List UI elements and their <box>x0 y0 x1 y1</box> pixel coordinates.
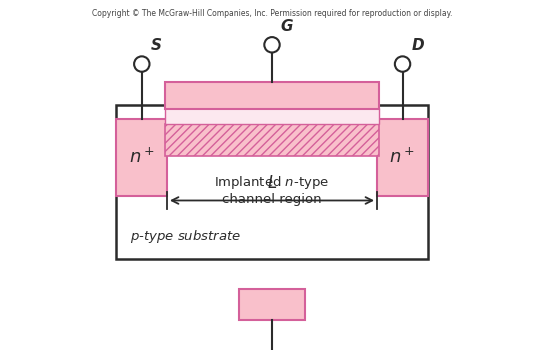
Text: $p$-type substrate: $p$-type substrate <box>130 228 242 245</box>
Bar <box>167 113 377 125</box>
Text: $n^+$: $n^+$ <box>129 148 154 167</box>
Bar <box>239 289 305 320</box>
Text: G: G <box>281 19 293 34</box>
Text: $L$: $L$ <box>267 174 277 192</box>
Bar <box>116 119 167 196</box>
Bar <box>377 119 428 196</box>
Bar <box>116 105 428 259</box>
Text: Copyright © The McGraw-Hill Companies, Inc. Permission required for reproduction: Copyright © The McGraw-Hill Companies, I… <box>92 9 452 18</box>
Bar <box>165 124 379 156</box>
Bar <box>165 82 379 108</box>
Text: $n^+$: $n^+$ <box>390 148 415 167</box>
Text: D: D <box>411 38 424 53</box>
Text: S: S <box>151 38 162 53</box>
Text: Implanted $n$-type
channel region: Implanted $n$-type channel region <box>214 174 330 206</box>
Bar <box>165 108 379 124</box>
